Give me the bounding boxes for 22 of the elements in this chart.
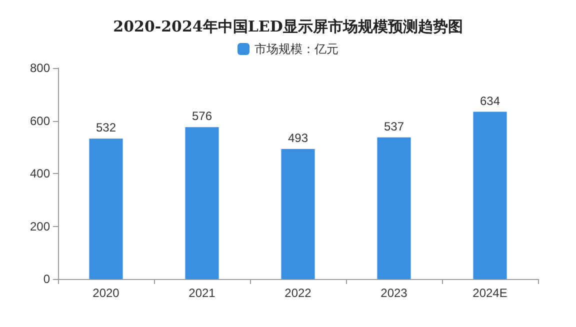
y-tick-label: 600 <box>30 114 50 128</box>
y-tick-label: 400 <box>30 166 50 180</box>
x-tick-label: 2020 <box>92 286 120 300</box>
x-tick-label: 2021 <box>188 286 216 300</box>
data-label: 493 <box>288 130 308 145</box>
data-label: 576 <box>192 109 212 124</box>
x-tick-label: 2022 <box>284 286 312 300</box>
y-tick-label: 200 <box>30 219 50 234</box>
bar <box>89 138 123 279</box>
chart-title: 2020-2024年中国LED显示屏市场规模预测趋势图 <box>113 18 463 36</box>
x-tick-label: 2024E <box>472 286 508 300</box>
bar <box>473 112 507 279</box>
y-tick-label: 800 <box>30 61 50 75</box>
x-tick-label: 2023 <box>380 286 408 300</box>
bar <box>377 137 411 279</box>
bar <box>185 127 219 279</box>
bar <box>281 148 315 279</box>
data-label: 532 <box>96 120 116 135</box>
data-label: 537 <box>384 119 404 134</box>
data-label: 634 <box>480 94 500 108</box>
legend-label: 市场规模：亿元 <box>254 42 338 56</box>
y-tick-label: 0 <box>43 272 50 286</box>
